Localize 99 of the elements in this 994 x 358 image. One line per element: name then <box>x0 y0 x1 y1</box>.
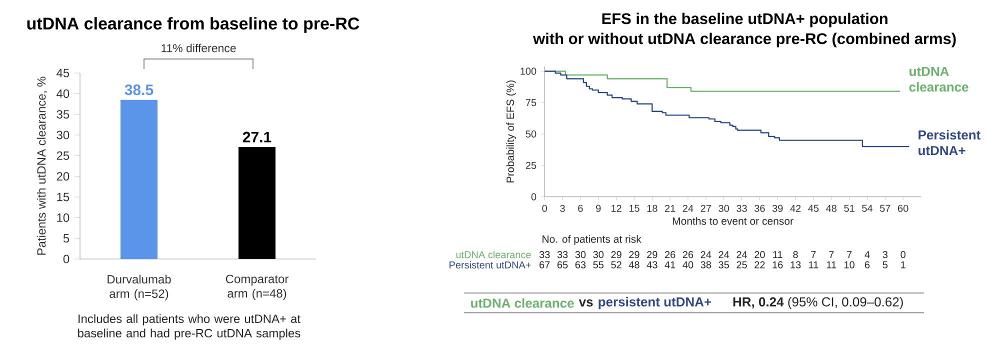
x-tick-label: 51 <box>844 204 854 212</box>
x-tick-label: 57 <box>880 204 890 212</box>
text: Persistent utDNA+ <box>450 261 531 268</box>
y-tick-label: 25 <box>56 151 70 160</box>
text: 65 <box>557 261 568 268</box>
text: 33 <box>557 251 568 258</box>
text: 43 <box>646 261 658 268</box>
text: 55 <box>593 261 604 268</box>
chart-title: utDNA clearance from baseline to pre-RC <box>27 17 360 33</box>
x-tick-label: 15 <box>629 204 640 212</box>
text: 67 <box>540 261 550 268</box>
text: 38 <box>700 261 712 268</box>
x-tick-label: 24 <box>682 204 694 212</box>
text: 11 <box>826 261 836 268</box>
text: 6 <box>864 261 870 268</box>
y-tick-label: 35 <box>56 110 70 119</box>
text: 25 <box>736 261 747 268</box>
text: 13 <box>790 261 801 268</box>
text: vs <box>578 299 593 307</box>
y-tick-label: 0 <box>63 254 70 264</box>
y-axis-title: Patients with utDNA clearance, % <box>36 76 48 255</box>
x-tick-label: 3 <box>560 204 565 212</box>
text: 5 <box>882 261 888 268</box>
text: 7 <box>829 251 834 258</box>
x-tick-label: 39 <box>772 204 783 212</box>
text: 11 <box>773 251 782 258</box>
text: 35 <box>718 261 729 268</box>
x-tick-label: 48 <box>826 204 837 212</box>
text: 11 <box>809 261 818 268</box>
text: persistent utDNA+ <box>598 296 712 310</box>
chart-subtitle: with or without utDNA clearance pre-RC (combined arms) <box>533 32 956 48</box>
text: 16 <box>772 261 783 268</box>
x-tick-label: Comparator arm (n=48) <box>226 274 288 300</box>
text: utDNA clearance <box>471 298 574 308</box>
text: 11% difference <box>162 44 236 52</box>
text: 4 <box>864 251 870 258</box>
y-tick-label: 20 <box>56 172 70 181</box>
text: 24 <box>700 251 712 258</box>
x-axis-title: Months to event or censor <box>672 217 794 225</box>
text: 7 <box>847 251 852 258</box>
x-tick-label: 6 <box>578 204 583 212</box>
x-tick-label: 36 <box>754 204 765 212</box>
y-tick-label: 5 <box>63 234 70 243</box>
text: 22 <box>754 261 765 268</box>
text: 48 <box>628 261 640 268</box>
text: HR, 0.24 (95% CI, 0.09–0.62) <box>733 296 903 310</box>
text: 30 <box>575 251 586 258</box>
text: 0 <box>900 251 906 258</box>
x-tick-label: 18 <box>647 204 658 212</box>
data-label: 38.5 <box>124 84 154 96</box>
text: 33 <box>539 251 550 258</box>
text: 30 <box>593 251 604 258</box>
series-label: utDNA clearance <box>909 66 968 92</box>
x-tick-label: 54 <box>862 204 872 212</box>
text: 3 <box>882 251 888 258</box>
text: 24 <box>718 251 730 258</box>
text: 63 <box>575 261 586 268</box>
text: 41 <box>664 261 676 268</box>
y-tick-label: 50 <box>526 130 536 138</box>
x-tick-label: 21 <box>665 204 676 212</box>
x-tick-label: 0 <box>542 204 547 212</box>
x-tick-label: 60 <box>898 204 908 212</box>
text: 29 <box>629 251 640 258</box>
x-tick-label: 42 <box>790 204 801 212</box>
text: 52 <box>611 261 622 268</box>
y-tick-label: 75 <box>526 99 536 106</box>
y-tick-label: 15 <box>57 192 70 202</box>
y-tick-label: 100 <box>520 68 536 75</box>
y-axis-title: Probability of EFS (%) <box>506 80 516 182</box>
x-tick-label: 12 <box>611 204 622 212</box>
y-tick-label: 45 <box>56 68 70 78</box>
y-tick-label: 30 <box>56 130 70 140</box>
text: 26 <box>682 251 694 258</box>
text: 8 <box>793 251 798 258</box>
y-tick-label: 0 <box>531 193 536 200</box>
y-tick-label: 25 <box>526 162 536 169</box>
text: 24 <box>736 251 748 258</box>
data-label: 27.1 <box>242 132 272 142</box>
x-tick-label: 27 <box>700 204 711 212</box>
x-tick-label: Durvalumab arm (n=52) <box>108 274 171 300</box>
x-tick-label: 45 <box>808 204 819 212</box>
x-tick-label: 33 <box>736 204 747 212</box>
text: No. of patients at risk <box>542 235 642 245</box>
y-tick-label: 40 <box>56 89 70 98</box>
text: 40 <box>682 261 694 268</box>
text: 26 <box>665 251 676 258</box>
x-tick-label: 30 <box>718 204 730 212</box>
text: 20 <box>754 251 765 258</box>
text: 29 <box>611 251 622 258</box>
text: Includes all patients who were utDNA+ at baseline and had pre-RC utDNA samples <box>78 314 300 340</box>
text: 1 <box>901 261 906 268</box>
series-label: Persistent utDNA+ <box>918 130 980 156</box>
text: utDNA clearance <box>456 250 531 258</box>
text: 29 <box>647 251 658 258</box>
x-tick-label: 9 <box>596 204 601 212</box>
text: 10 <box>844 261 854 268</box>
chart-title: EFS in the baseline utDNA+ population <box>602 12 888 28</box>
y-tick-label: 10 <box>57 213 70 222</box>
text: 7 <box>811 251 816 258</box>
